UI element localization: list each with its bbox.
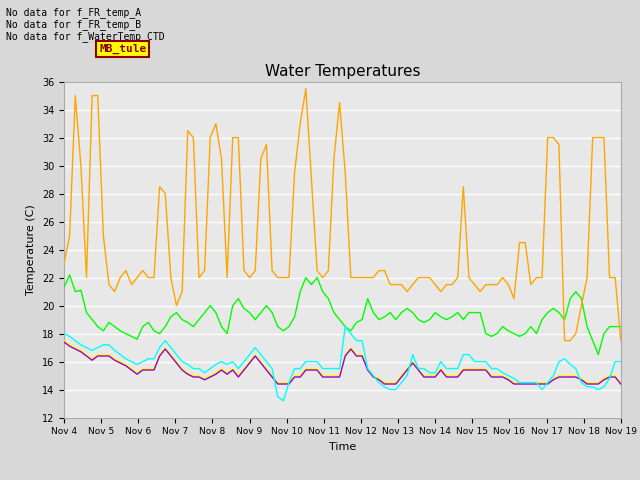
Y-axis label: Temperature (C): Temperature (C)	[26, 204, 36, 295]
Text: MB_tule: MB_tule	[99, 44, 147, 54]
X-axis label: Time: Time	[329, 442, 356, 452]
Text: No data for f_FR_temp_A: No data for f_FR_temp_A	[6, 7, 141, 18]
Text: No data for f_FR_temp_B: No data for f_FR_temp_B	[6, 19, 141, 30]
Title: Water Temperatures: Water Temperatures	[265, 64, 420, 79]
Text: No data for f_WaterTemp_CTD: No data for f_WaterTemp_CTD	[6, 31, 165, 42]
